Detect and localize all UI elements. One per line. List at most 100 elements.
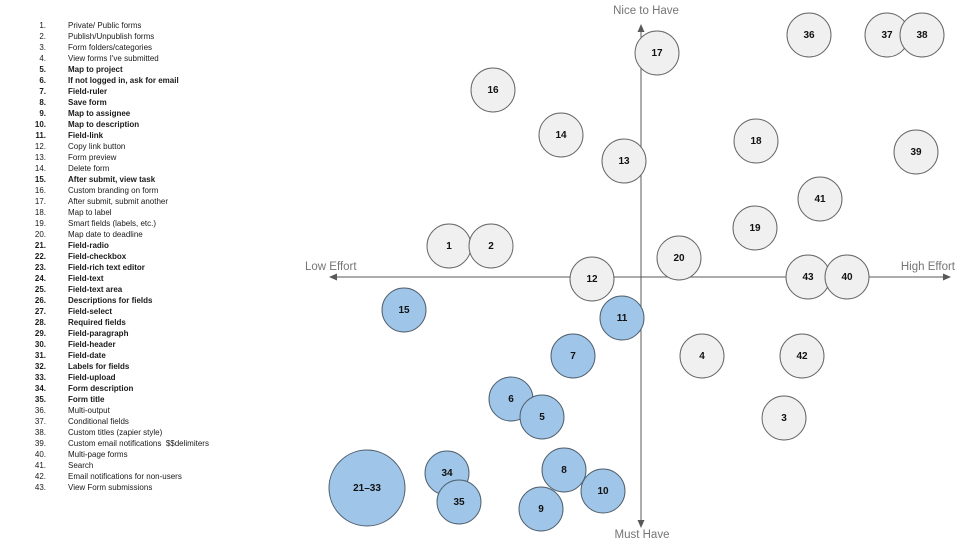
legend-item-number: 15. — [34, 175, 46, 184]
legend-item-number: 31. — [34, 351, 46, 360]
legend-item-label: Form folders/categories — [68, 43, 153, 52]
legend-item: 2. Publish/Unpublish forms — [10, 31, 310, 42]
bubble-label: 8 — [561, 465, 567, 476]
legend-item: 30. Field-header — [10, 339, 310, 350]
legend-item-label: Multi-page forms — [68, 450, 128, 459]
bubble-circle-highlighted — [381, 287, 427, 333]
chart-bubble-41: 41 — [797, 176, 843, 222]
legend-item-number: 13. — [34, 153, 46, 162]
bubble-label: 19 — [749, 223, 761, 234]
bubble-circle-highlighted — [580, 468, 626, 514]
legend-item-number: 14. — [34, 164, 46, 173]
feature-legend: 1. Private/ Public forms 2. Publish/Unpubli… — [10, 20, 310, 493]
bubble-label: 35 — [453, 497, 465, 508]
legend-item: 9. Map to assignee — [10, 108, 310, 119]
legend-item-number: 12. — [34, 142, 46, 151]
bubble-circle — [824, 254, 870, 300]
legend-item: 6. If not logged in, ask for email — [10, 75, 310, 86]
chart-bubble-4: 4 — [679, 333, 725, 379]
legend-item-label: Field-paragraph — [68, 329, 129, 338]
bubble-label: 39 — [910, 147, 922, 158]
legend-item-number: 11. — [35, 131, 46, 140]
legend-item-label: Map to project — [68, 65, 123, 74]
legend-item-label: Conditional fields — [68, 417, 129, 426]
bubble-label: 41 — [814, 194, 826, 205]
axis-label-nice-to-have: Nice to Have — [613, 5, 679, 17]
legend-item: 43. View Form submissions — [10, 482, 310, 493]
legend-item: 15. After submit, view task — [10, 174, 310, 185]
legend-item: 13. Form preview — [10, 152, 310, 163]
bubble-circle-highlighted — [550, 333, 596, 379]
legend-item-number: 32. — [34, 362, 46, 371]
legend-item: 23. Field-rich text editor — [10, 262, 310, 273]
legend-item-label: View Form submissions — [68, 483, 153, 492]
legend-item: 36. Multi-output — [10, 405, 310, 416]
chart-bubble-13: 13 — [601, 138, 647, 184]
legend-item: 8. Save form — [10, 97, 310, 108]
legend-item: 22. Field-checkbox — [10, 251, 310, 262]
chart-bubble-36: 36 — [786, 12, 832, 58]
axis-labels: Nice to Have Must Have Low Effort High E… — [305, 5, 956, 540]
bubble-circle — [656, 235, 702, 281]
legend-item: 10. Map to description — [10, 119, 310, 130]
legend-item-number: 38. — [34, 428, 46, 437]
chart-bubble-19: 19 — [732, 205, 778, 251]
legend-item: 40. Multi-page forms — [10, 449, 310, 460]
bubble-label: 43 — [802, 272, 814, 283]
bubble-label: 7 — [570, 351, 576, 362]
bubble-label: 1 — [446, 241, 452, 252]
bubble-label: 5 — [539, 412, 545, 423]
bubble-circle — [601, 138, 647, 184]
bubble-circle-highlighted — [518, 486, 564, 532]
legend-item-number: 30. — [34, 340, 46, 349]
legend-item-number: 23. — [34, 263, 46, 272]
bubble-circle-highlighted — [519, 394, 565, 440]
legend-item-number: 16. — [34, 186, 46, 195]
legend-item: 14. Delete form — [10, 163, 310, 174]
axis-label-low-effort: Low Effort — [305, 261, 357, 273]
bubble-label: 16 — [487, 85, 499, 96]
legend-item-label: Field-date — [68, 351, 106, 360]
legend-item-label: Required fields — [68, 318, 126, 327]
chart-bubble-7: 7 — [550, 333, 596, 379]
chart-bubble-39: 39 — [893, 129, 939, 175]
chart-bubble-18: 18 — [733, 118, 779, 164]
legend-item-label: After submit, view task — [68, 175, 156, 184]
legend-item-label: Form preview — [68, 153, 117, 162]
chart-bubble-1: 1 — [426, 223, 472, 269]
legend-item: 27. Field-select — [10, 306, 310, 317]
bubble-circle — [797, 176, 843, 222]
legend-item: 3. Form folders/categories — [10, 42, 310, 53]
legend-item: 26. Descriptions for fields — [10, 295, 310, 306]
legend-item-label: Field-header — [68, 340, 116, 349]
legend-item: 19. Smart fields (labels, etc.) — [10, 218, 310, 229]
legend-item-label: Custom email notifications $$delimiters — [68, 439, 209, 448]
legend-item-label: Custom branding on form — [68, 186, 159, 195]
legend-item-label: Map to description — [68, 120, 140, 129]
legend-item: 34. Form description — [10, 383, 310, 394]
legend-item-number: 8. — [39, 98, 46, 107]
legend-item-label: Form title — [68, 395, 105, 404]
bubble-circle — [732, 205, 778, 251]
axis-label-must-have: Must Have — [615, 529, 670, 540]
legend-item-number: 1. — [39, 21, 46, 30]
legend-item-label: Field-radio — [68, 241, 109, 250]
chart-bubble-3: 3 — [761, 395, 807, 441]
legend-item-number: 6. — [39, 76, 46, 85]
legend-item: 5. Map to project — [10, 64, 310, 75]
legend-item: 39. Custom email notifications $$delimite… — [10, 438, 310, 449]
bubble-label: 36 — [803, 30, 815, 41]
legend-item-number: 4. — [39, 54, 46, 63]
legend-item-label: After submit, submit another — [68, 197, 169, 206]
legend-item-label: Search — [68, 461, 94, 470]
bubble-label: 42 — [796, 351, 808, 362]
bubble-label: 10 — [597, 486, 609, 497]
legend-item-label: Custom titles (zapier style) — [68, 428, 163, 437]
chart-bubble-43: 43 — [785, 254, 831, 300]
bubble-circle — [569, 256, 615, 302]
legend-item: 42. Email notifications for non-users — [10, 471, 310, 482]
legend-item: 17. After submit, submit another — [10, 196, 310, 207]
bubble-circle — [634, 30, 680, 76]
legend-item: 35. Form title — [10, 394, 310, 405]
chart-bubble-8: 8 — [541, 447, 587, 493]
